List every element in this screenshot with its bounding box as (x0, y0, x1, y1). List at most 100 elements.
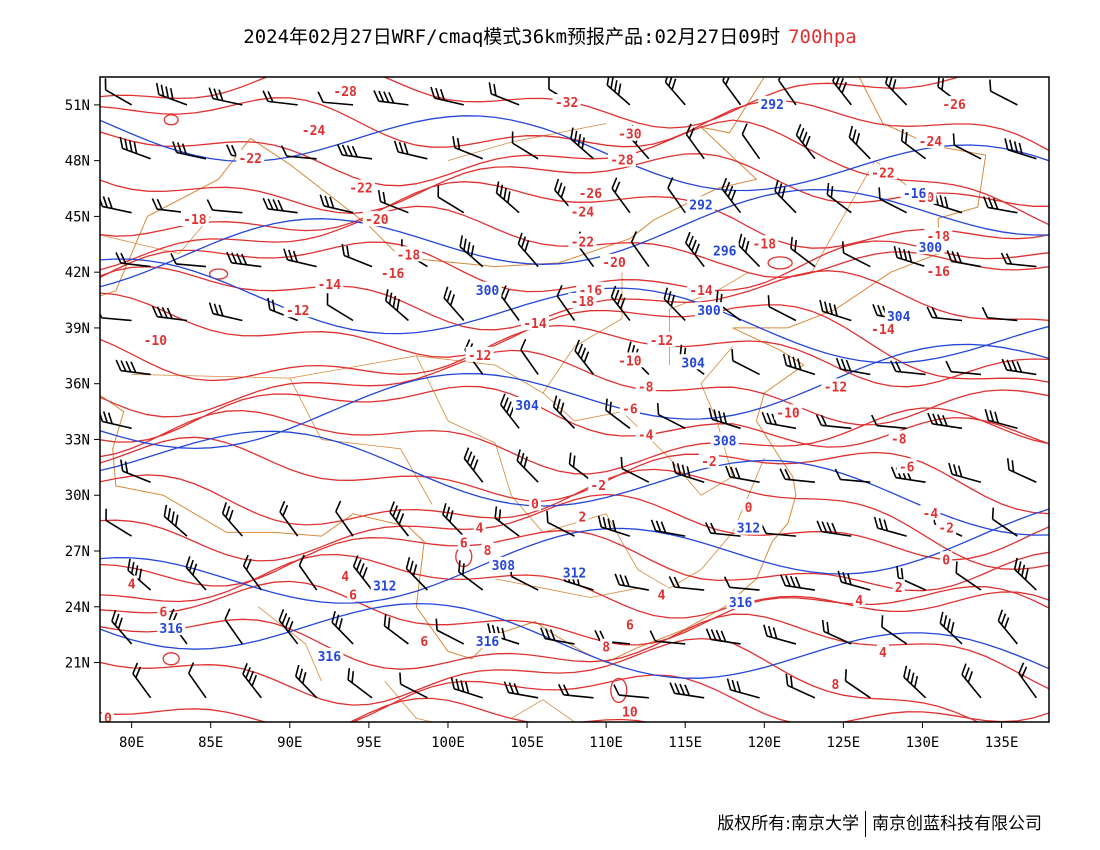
wind-barb (511, 131, 539, 160)
wind-barb-feather (493, 84, 497, 96)
wind-barb-feather (907, 250, 913, 263)
wind-barb-feather (242, 554, 249, 567)
wind-barb-feather (610, 285, 617, 298)
wind-barb-feather (458, 560, 461, 573)
temperature-label-bg (283, 302, 312, 318)
wind-barb (1001, 358, 1037, 376)
wind-barb (816, 520, 852, 537)
wind-barb-feather (399, 672, 402, 685)
wind-barb-feather (1021, 564, 1026, 577)
wind-barb (224, 608, 244, 645)
wind-barb (834, 468, 871, 484)
wind-barb-feather (961, 663, 967, 675)
wind-barb-feather (517, 232, 523, 245)
wind-barb-staff (729, 586, 760, 591)
wind-barb-feather (130, 361, 137, 373)
height-label-bg (157, 620, 186, 636)
wind-barb-feather (939, 611, 944, 624)
wind-barb (503, 681, 539, 699)
wind-barb-staff (951, 260, 982, 268)
wind-barb-feather (226, 144, 233, 156)
wind-barb-feather (945, 360, 952, 372)
temperature-isoline (100, 324, 1049, 388)
wind-barb-feather (656, 402, 660, 415)
wind-barb-feather (956, 251, 963, 264)
wind-barb (708, 407, 741, 430)
wind-barb (597, 515, 631, 537)
wind-barb-feather (226, 251, 233, 264)
wind-barb-feather (549, 629, 556, 641)
wind-barb-feather (352, 555, 359, 567)
wind-barb-staff (212, 97, 243, 106)
wind-barb-staff (741, 133, 761, 160)
wind-barb-feather (610, 77, 614, 89)
wind-barb-staff (822, 310, 852, 322)
wind-barb-feather (946, 250, 953, 262)
province-border (415, 355, 512, 496)
wind-barb (132, 662, 152, 699)
temperature-label: -14 (871, 323, 895, 338)
wind-barb-feather (385, 289, 389, 301)
wind-barb-feather (435, 618, 438, 631)
lon-tick-label: 120E (747, 735, 781, 751)
wind-barb-feather (679, 683, 686, 696)
wind-barb-staff (785, 584, 816, 591)
wind-barb-feather (388, 292, 393, 305)
wind-barb-feather (128, 140, 133, 153)
wind-barb-feather (115, 252, 122, 264)
wind-barb-feather (267, 297, 271, 310)
wind-barb (1000, 252, 1037, 268)
wind-barb-staff (955, 572, 982, 591)
temperature-label-bg (465, 346, 494, 362)
wind-barb-feather (513, 683, 520, 695)
wind-barb-feather (166, 307, 173, 319)
wind-barb-staff (988, 419, 1018, 430)
temperature-label-bg (568, 203, 597, 219)
wind-barb (347, 668, 373, 699)
temperature-label-bg (347, 586, 360, 602)
wind-barb (685, 231, 705, 268)
wind-barb-feather (1000, 252, 1008, 264)
wind-barb-feather (890, 360, 897, 372)
wind-barb (435, 618, 465, 645)
wind-barb-feather (163, 504, 168, 517)
wind-barb (777, 77, 797, 106)
wind-barb-feather (206, 199, 214, 211)
temperature-label: 4 (879, 646, 887, 661)
wind-barb-feather (105, 508, 107, 521)
height-isoline (100, 430, 1049, 536)
wind-barb (405, 557, 428, 591)
temperature-label-bg (615, 352, 644, 368)
temperature-label: -12 (468, 349, 491, 364)
wind-barb-staff (896, 256, 926, 268)
wind-barb-feather (951, 251, 958, 263)
wind-barb-feather (620, 456, 623, 469)
wind-barb-staff (987, 316, 1018, 322)
temperature-label: -26 (942, 98, 966, 113)
wind-barb-feather (409, 560, 414, 573)
temperature-label: -22 (871, 167, 894, 182)
temperature-label-bg (868, 320, 897, 336)
wind-barb-feather (781, 186, 786, 199)
wind-barb-feather (393, 140, 399, 153)
wind-barb-staff (655, 640, 686, 645)
wind-barb (552, 395, 576, 429)
wind-barb-feather (556, 284, 563, 297)
height-label-bg (560, 564, 589, 580)
temperature-label-bg (635, 426, 656, 442)
temperature-label: 6 (420, 635, 428, 650)
neighbor-border (510, 699, 575, 722)
wind-barb-feather (577, 134, 582, 146)
wind-barb-feather (1004, 138, 1009, 150)
wind-barb-feather (941, 78, 945, 90)
wind-barb-feather (952, 133, 956, 146)
temperature-label: -24 (302, 124, 326, 139)
height-isoline (100, 188, 1049, 288)
temperature-label: 6 (159, 605, 167, 620)
temperature-label-bg (750, 235, 779, 251)
wind-barb-feather (155, 82, 160, 95)
wind-barb-feather (130, 561, 135, 574)
wind-barb-feather (516, 449, 521, 461)
wind-barb-feather (338, 618, 343, 630)
